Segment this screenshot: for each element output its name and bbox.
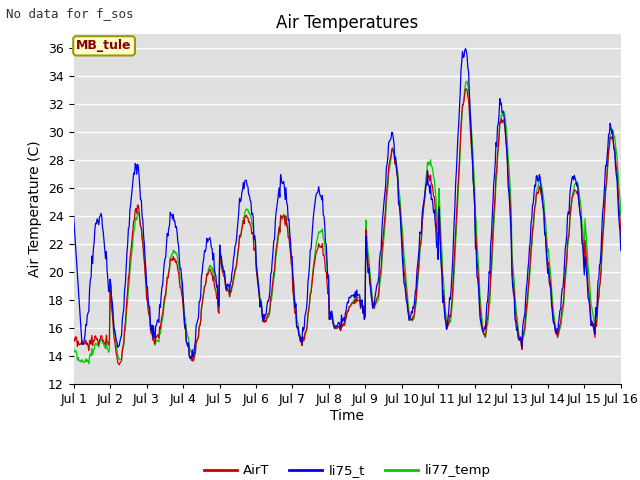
Legend: AirT, li75_t, li77_temp: AirT, li75_t, li77_temp bbox=[198, 459, 496, 480]
Text: MB_tule: MB_tule bbox=[76, 39, 132, 52]
Text: No data for f_sos: No data for f_sos bbox=[6, 7, 134, 20]
Title: Air Temperatures: Air Temperatures bbox=[276, 14, 419, 32]
X-axis label: Time: Time bbox=[330, 409, 364, 423]
Y-axis label: Air Temperature (C): Air Temperature (C) bbox=[28, 141, 42, 277]
